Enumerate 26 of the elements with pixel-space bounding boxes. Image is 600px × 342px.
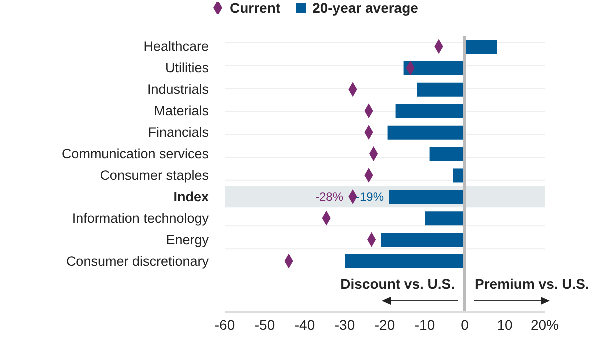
x-tick-label: -10 — [414, 316, 436, 333]
y-tick-label: Healthcare — [144, 39, 209, 54]
legend-label: Current — [229, 0, 281, 16]
text: Discount vs. U.S. — [340, 276, 455, 292]
x-tick-label: -40 — [294, 316, 316, 333]
x-tick-label: -30 — [334, 316, 356, 333]
x-tick-label: 0 — [461, 316, 470, 333]
y-tick-label: Information technology — [72, 210, 210, 226]
x-tick-label: -20 — [374, 316, 396, 333]
legend-label: 20-year average — [312, 0, 418, 16]
y-tick-label: Industrials — [147, 82, 210, 98]
x-tick-label: 10 — [497, 316, 513, 333]
data-label: -28% — [315, 190, 344, 204]
data-label: -19% — [356, 190, 384, 204]
y-tick-label: Financials — [148, 125, 210, 140]
text: Premium vs. U.S. — [475, 276, 590, 292]
y-tick-label: Index — [174, 189, 210, 204]
y-tick-label: Consumer discretionary — [66, 254, 210, 269]
y-tick-label: Energy — [166, 232, 210, 248]
y-tick-label: Utilities — [165, 60, 210, 76]
x-tick-label: -60 — [214, 316, 236, 333]
y-tick-label: Consumer staples — [100, 168, 210, 183]
x-tick-label: 20% — [530, 316, 560, 333]
x-tick-label: -50 — [254, 316, 276, 333]
y-tick-label: Communication services — [62, 146, 210, 162]
y-tick-label: Materials — [154, 104, 210, 119]
